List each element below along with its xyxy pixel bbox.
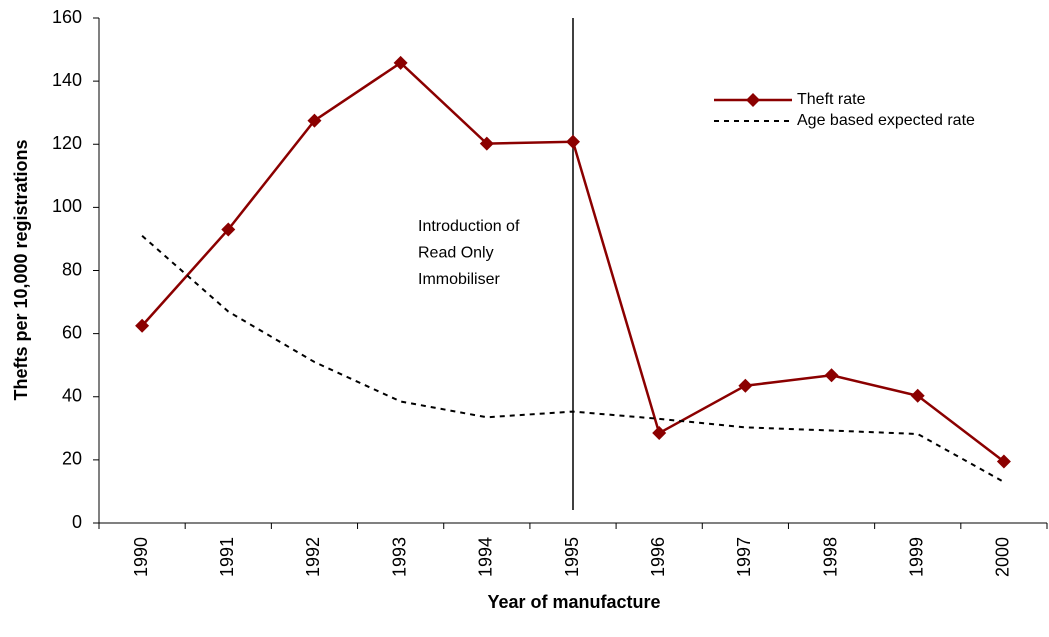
- marker: [479, 136, 494, 151]
- marker: [738, 378, 753, 393]
- marker: [652, 426, 667, 441]
- annotation: Immobiliser: [418, 271, 500, 288]
- x-tick-label: 1992: [303, 537, 323, 577]
- y-tick-label: 160: [52, 7, 82, 27]
- marker: [996, 454, 1011, 469]
- marker: [910, 388, 925, 403]
- y-axis-label: Thefts per 10,000 registrations: [11, 139, 31, 400]
- y-tick-label: 0: [72, 512, 82, 532]
- x-tick-label: 2000: [993, 537, 1013, 577]
- marker: [135, 318, 150, 333]
- y-tick-label: 80: [62, 259, 82, 279]
- x-tick-label: 1998: [820, 537, 840, 577]
- marker: [221, 222, 236, 237]
- annotation: Read Only: [418, 245, 494, 262]
- y-tick-label: 40: [62, 386, 82, 406]
- y-tick-label: 120: [52, 133, 82, 153]
- marker: [824, 368, 839, 383]
- marker: [393, 55, 408, 70]
- series-line: [141, 235, 1005, 483]
- marker: [746, 93, 760, 107]
- x-tick-label: 1995: [562, 537, 582, 577]
- y-tick-label: 60: [62, 322, 82, 342]
- x-tick-label: 1996: [648, 537, 668, 577]
- x-tick-label: 1991: [217, 537, 237, 577]
- x-tick-label: 1994: [476, 537, 496, 577]
- y-tick-label: 20: [62, 449, 82, 469]
- y-tick-label: 140: [52, 70, 82, 90]
- y-tick-label: 100: [52, 196, 82, 216]
- legend-label: Age based expected rate: [797, 112, 975, 129]
- x-tick-label: 1993: [389, 537, 409, 577]
- x-tick-label: 1997: [734, 537, 754, 577]
- legend-label: Theft rate: [797, 91, 866, 108]
- x-tick-label: 1990: [131, 537, 151, 577]
- x-axis-label: Year of manufacture: [487, 592, 660, 612]
- marker: [566, 134, 580, 149]
- x-tick-label: 1999: [906, 537, 926, 577]
- annotation: Introduction of: [418, 218, 520, 235]
- marker: [307, 113, 322, 128]
